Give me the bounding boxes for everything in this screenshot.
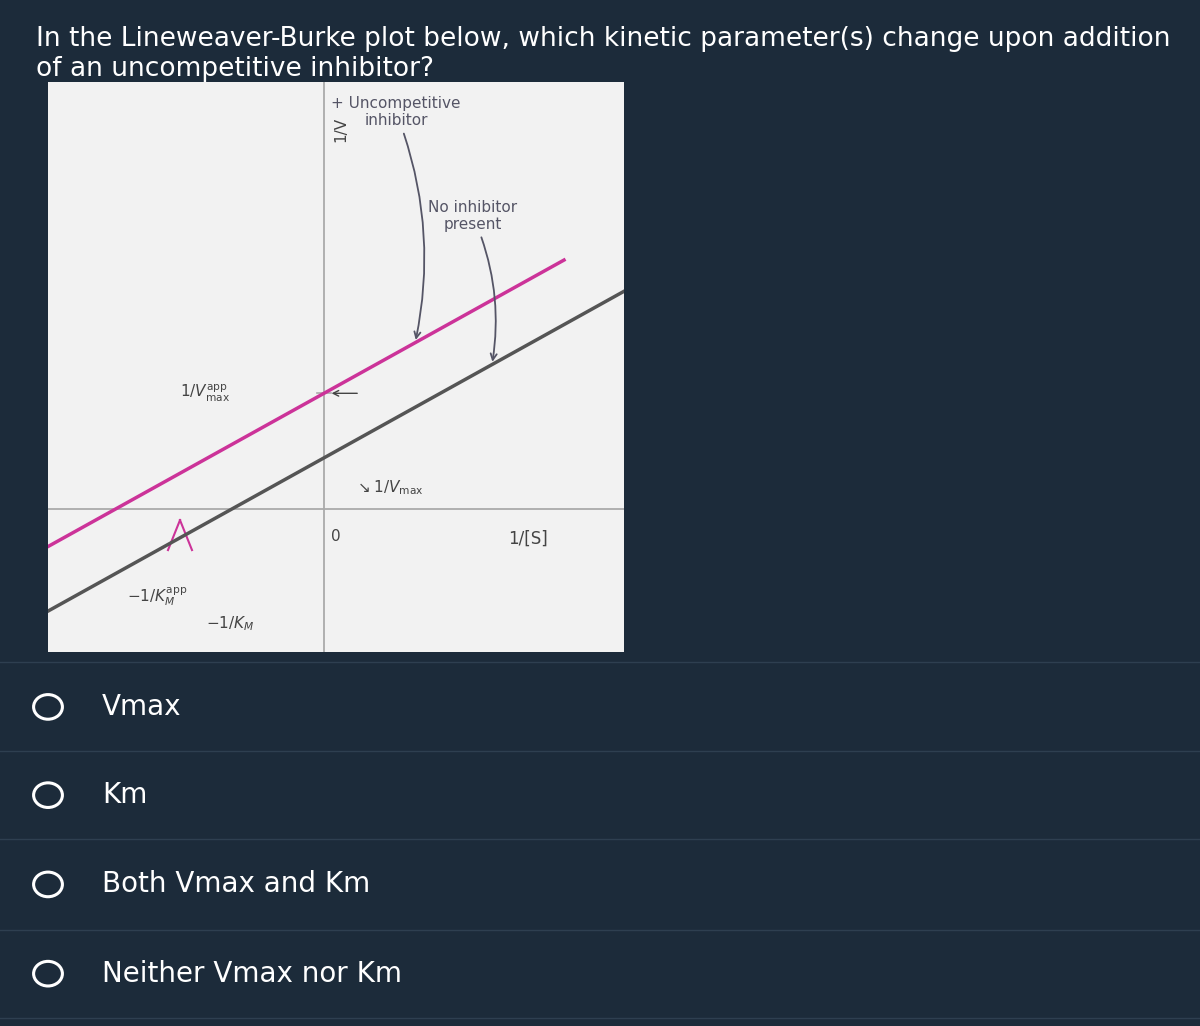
Text: $-1/K^{\rm app}_M$: $-1/K^{\rm app}_M$ — [127, 585, 187, 607]
Text: In the Lineweaver-Burke plot below, which kinetic parameter(s) change upon addit: In the Lineweaver-Burke plot below, whic… — [36, 26, 1170, 51]
Text: 0: 0 — [331, 529, 341, 545]
Text: Vmax: Vmax — [102, 693, 181, 721]
Text: of an uncompetitive inhibitor?: of an uncompetitive inhibitor? — [36, 56, 434, 82]
Text: $-1/K_M$: $-1/K_M$ — [206, 615, 254, 633]
Text: $1/V^{\rm app}_{\rm max}$: $1/V^{\rm app}_{\rm max}$ — [180, 383, 230, 404]
Text: 1/[S]: 1/[S] — [508, 529, 548, 547]
Text: Neither Vmax nor Km: Neither Vmax nor Km — [102, 959, 402, 988]
Text: $\searrow 1/V_{\rm max}$: $\searrow 1/V_{\rm max}$ — [355, 478, 424, 498]
Text: 1/V: 1/V — [334, 117, 349, 142]
Text: Km: Km — [102, 781, 148, 810]
Text: No inhibitor
present: No inhibitor present — [428, 199, 517, 360]
Text: Both Vmax and Km: Both Vmax and Km — [102, 870, 371, 899]
Text: + Uncompetitive
inhibitor: + Uncompetitive inhibitor — [331, 95, 461, 338]
